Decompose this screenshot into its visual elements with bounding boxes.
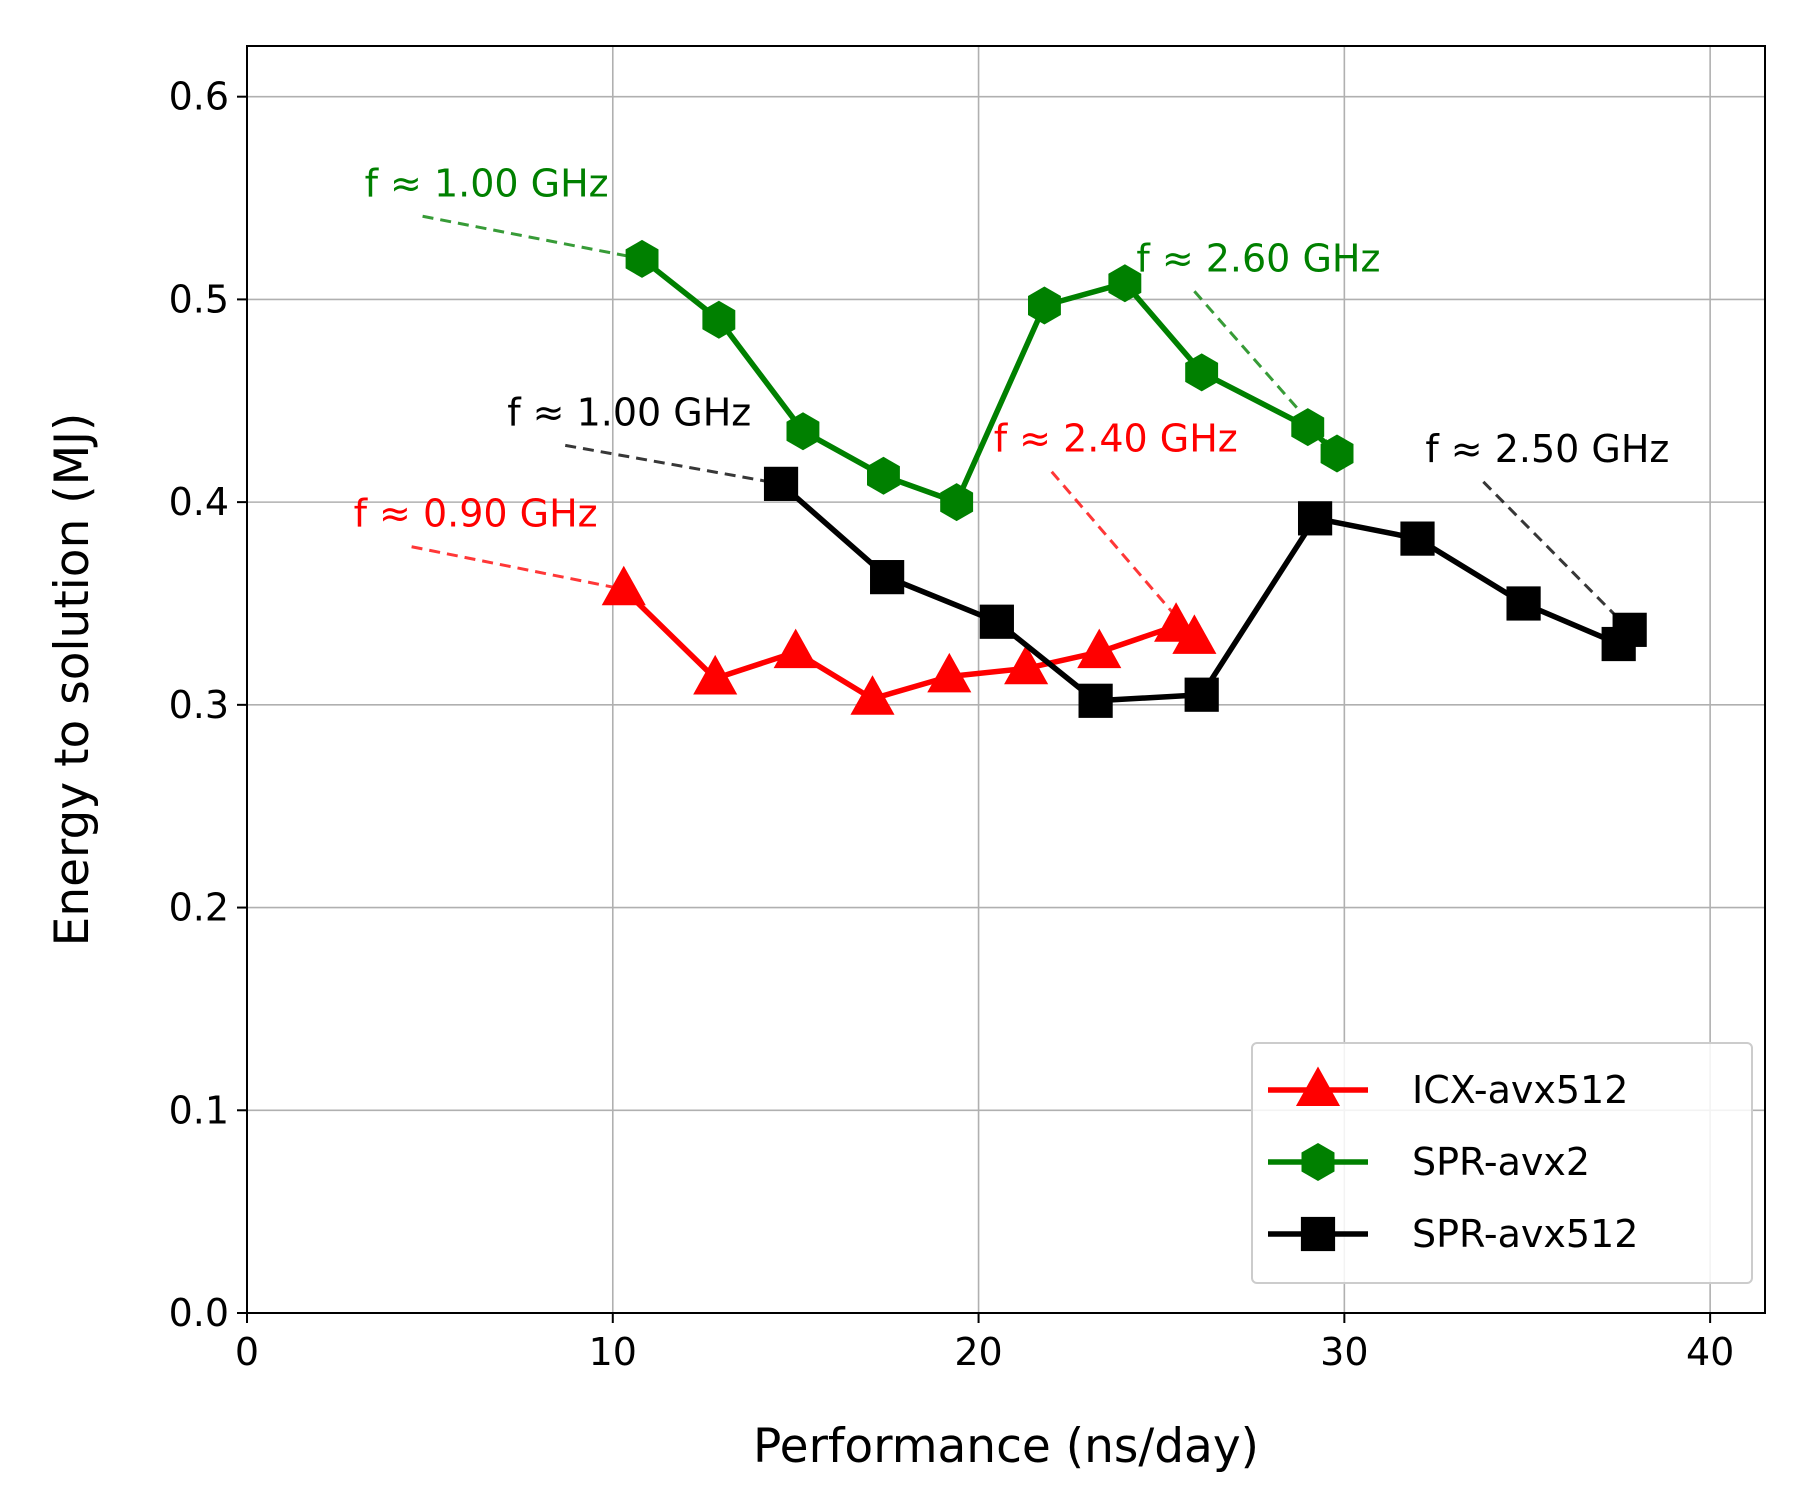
- series-layer: [601, 239, 1647, 718]
- x-tick-label: 10: [589, 1330, 637, 1374]
- data-point: [1078, 683, 1113, 718]
- data-point: [979, 604, 1014, 639]
- x-tick-label: 20: [954, 1330, 1002, 1374]
- data-point: [763, 466, 799, 501]
- annotation-leaders: [411, 214, 1631, 639]
- annotation-leader-line: [422, 214, 643, 261]
- x-tick-label: 0: [235, 1330, 259, 1374]
- data-point: [1028, 286, 1061, 325]
- series-line: [779, 481, 1632, 704]
- data-point: [1185, 353, 1219, 392]
- annotation-leader-line: [564, 443, 782, 486]
- y-tick-label: 0.2: [169, 886, 229, 930]
- x-tick-label: 40: [1686, 1330, 1734, 1374]
- data-point: [940, 483, 974, 522]
- data-point: [927, 652, 972, 693]
- data-point: [1077, 628, 1122, 669]
- x-tick-label: 30: [1320, 1330, 1368, 1374]
- legend-marker: [1300, 1216, 1336, 1252]
- legend-marker: [1301, 1143, 1335, 1181]
- y-tick-label: 0.4: [169, 480, 229, 524]
- data-point: [1320, 434, 1354, 473]
- legend-marker: [1295, 1066, 1341, 1106]
- annotation-label: f ≈ 2.50 GHz: [1425, 427, 1669, 471]
- legend-item: SPR-avx512: [1268, 1212, 1638, 1256]
- data-point: [1612, 612, 1647, 647]
- series-SPR-avx2: [625, 239, 1354, 522]
- data-point: [1184, 677, 1219, 712]
- axis-ticks: 0 10 20 30 40 0.0 0.1 0.2 0.3 0.4 0.5 0.6: [169, 75, 1735, 1374]
- annotation-label: f ≈ 0.90 GHz: [354, 492, 598, 536]
- data-point: [1291, 408, 1325, 447]
- data-point: [773, 628, 818, 669]
- data-point: [625, 239, 659, 278]
- annotation-leader-line: [1050, 470, 1196, 639]
- annotation-label: f ≈ 1.00 GHz: [507, 390, 751, 434]
- annotation-label: f ≈ 1.00 GHz: [365, 161, 609, 205]
- legend-label: ICX-avx512: [1412, 1068, 1628, 1112]
- series-ICX-avx512: [601, 565, 1217, 715]
- data-point: [702, 300, 736, 339]
- data-point: [693, 654, 738, 695]
- y-tick-label: 0.1: [169, 1088, 229, 1132]
- annotation-label: f ≈ 2.40 GHz: [994, 417, 1238, 461]
- legend-label: SPR-avx512: [1412, 1212, 1638, 1256]
- legend-label: SPR-avx2: [1412, 1140, 1590, 1184]
- annotation-label: f ≈ 2.60 GHz: [1136, 236, 1380, 280]
- data-point: [1108, 264, 1142, 303]
- series-SPR-avx512: [763, 466, 1647, 718]
- data-point: [867, 456, 900, 495]
- y-tick-label: 0.5: [169, 277, 229, 321]
- y-axis-title: Energy to solution (MJ): [45, 413, 100, 947]
- legend-box: [1251, 1042, 1753, 1284]
- annotation-labels: f ≈ 0.90 GHz f ≈ 1.00 GHz f ≈ 1.00 GHz f ≈ …: [354, 161, 1670, 535]
- legend-item: SPR-avx2: [1268, 1140, 1590, 1184]
- data-point: [1506, 586, 1541, 621]
- x-axis-title: Performance (ns/day): [753, 1419, 1259, 1474]
- y-tick-label: 0.6: [169, 75, 229, 119]
- plot-frame: [246, 45, 1766, 1314]
- legend: ICX-avx512 SPR-avx2 SPR-avx512: [1251, 1042, 1753, 1284]
- data-point: [1172, 614, 1217, 654]
- series-line: [640, 256, 1339, 505]
- data-point: [870, 560, 905, 595]
- data-point: [1400, 521, 1435, 556]
- y-tick-label: 0.0: [169, 1291, 229, 1335]
- grid: [246, 46, 1765, 1314]
- data-point: [1004, 644, 1049, 685]
- annotation-leader-line: [411, 545, 625, 591]
- data-point: [850, 675, 895, 715]
- data-point: [601, 565, 646, 606]
- data-point: [1297, 501, 1333, 536]
- y-tick-label: 0.3: [169, 683, 229, 727]
- data-point: [786, 412, 820, 451]
- legend-item: ICX-avx512: [1268, 1066, 1628, 1112]
